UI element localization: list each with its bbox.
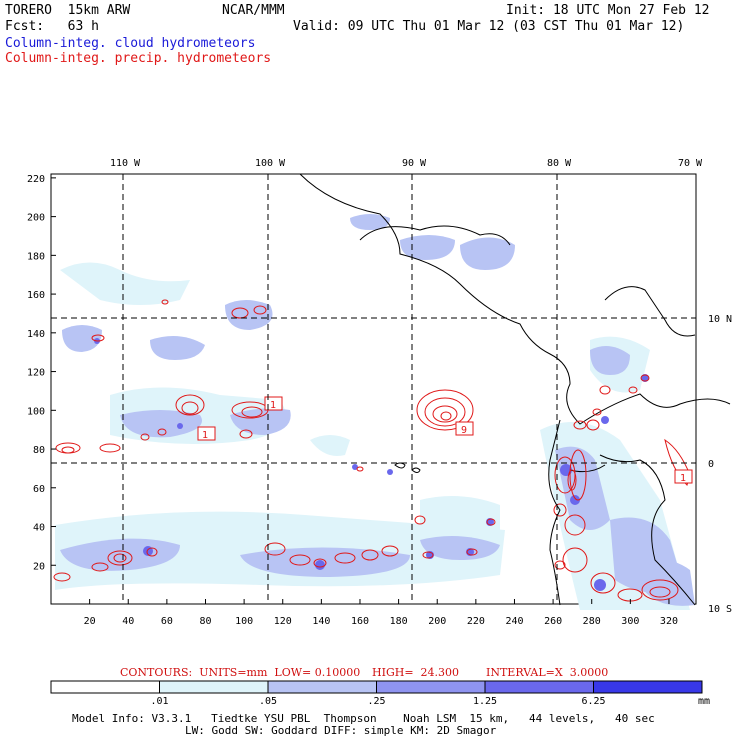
lat-label: 10 S [708,604,732,615]
field-label-cloud: Column-integ. cloud hydrometeors [5,36,256,51]
high-label-4: 1 [202,430,208,441]
lon-label: 90 W [402,158,427,169]
x-tick-label: 280 [583,616,601,627]
x-tick-label: 200 [428,616,446,627]
y-tick-label: 120 [27,368,45,379]
model-info-line1: Model Info: V3.3.1 Tiedtke YSU PBL Thomp… [72,712,655,725]
y-tick-label: 100 [27,406,45,417]
x-tick-label: 220 [467,616,485,627]
colorbar-tick-label: .05 [259,696,277,707]
x-tick-label: 60 [161,616,173,627]
x-tick-label: 240 [505,616,523,627]
field-label-precip: Column-integ. precip. hydrometeors [5,51,272,66]
valid-time: Valid: 09 UTC Thu 01 Mar 12 (03 CST Thu … [293,19,685,34]
high-markers [197,396,693,484]
model-name: TORERO 15km ARW [5,3,131,18]
x-tick-label: 140 [312,616,330,627]
colorbar-swatch [376,680,486,694]
lon-label: 80 W [547,158,572,169]
contour-label: CONTOURS: UNITS=mm LOW= 0.10000 [120,666,361,679]
coastline [299,173,731,606]
colorbar: .01 .05 .25 1.25 6.25 mm [50,680,710,707]
x-tick-label: 180 [390,616,408,627]
x-tick-label: 320 [660,616,678,627]
contour-high: HIGH= 24.300 [372,666,460,679]
x-tick-label: 40 [122,616,134,627]
x-tick-label: 80 [199,616,211,627]
y-tick-label: 160 [27,290,45,301]
cloud-shading-medium [60,214,695,606]
y-tick-label: 40 [33,523,45,534]
y-tick-label: 220 [27,174,45,185]
colorbar-swatch [593,680,703,694]
colorbar-swatch [159,680,269,694]
y-ticks: 220 200 180 160 140 120 100 80 60 40 20 [27,174,56,572]
precip-contours [53,299,691,602]
forecast-hour: Fcst: 63 h [5,19,99,34]
y-tick-label: 60 [33,484,45,495]
y-tick-label: 20 [33,561,45,572]
colorbar-tick-label: 1.25 [473,696,497,707]
y-tick-label: 200 [27,213,45,224]
x-tick-label: 100 [235,616,253,627]
high-label-2: 9 [461,425,467,436]
colorbar-swatch [50,680,160,694]
contour-interval: INTERVAL=X 3.0000 [486,666,609,679]
lon-label: 110 W [110,158,141,169]
y-tick-label: 140 [27,329,45,340]
y-tick-label: 80 [33,445,45,456]
lon-label: 100 W [255,158,286,169]
colorbar-swatch [484,680,594,694]
lat-label: 0 [708,459,714,470]
colorbar-tick-label: .25 [367,696,385,707]
x-tick-label: 160 [351,616,369,627]
colorbar-unit: mm [698,696,710,707]
model-info-line2: LW: Godd SW: Goddard DIFF: simple KM: 2D… [185,724,497,737]
x-tick-label: 260 [544,616,562,627]
y-tick-label: 180 [27,251,45,262]
lat-label: 10 N [708,314,732,325]
organization: NCAR/MMM [222,3,285,18]
colorbar-swatch [267,680,377,694]
high-label-1: 1 [270,400,276,411]
lon-label: 70 W [678,158,703,169]
right-lat-labels: 10 N 0 10 S [708,314,732,615]
x-tick-label: 120 [274,616,292,627]
init-time: Init: 18 UTC Mon 27 Feb 12 [506,3,710,18]
x-ticks: 20 40 60 80 100 120 140 160 180 200 220 240 260 280 30… [84,599,678,627]
x-tick-label: 20 [84,616,96,627]
x-tick-label: 300 [621,616,639,627]
top-lon-labels: 110 W 100 W 90 W 80 W 70 W [110,158,703,169]
high-label-3: 1 [680,473,686,484]
lat-lon-grid [51,174,696,604]
colorbar-tick-label: .01 [150,696,168,707]
cloud-shading-dark [94,338,649,591]
colorbar-tick-label: 6.25 [581,696,605,707]
